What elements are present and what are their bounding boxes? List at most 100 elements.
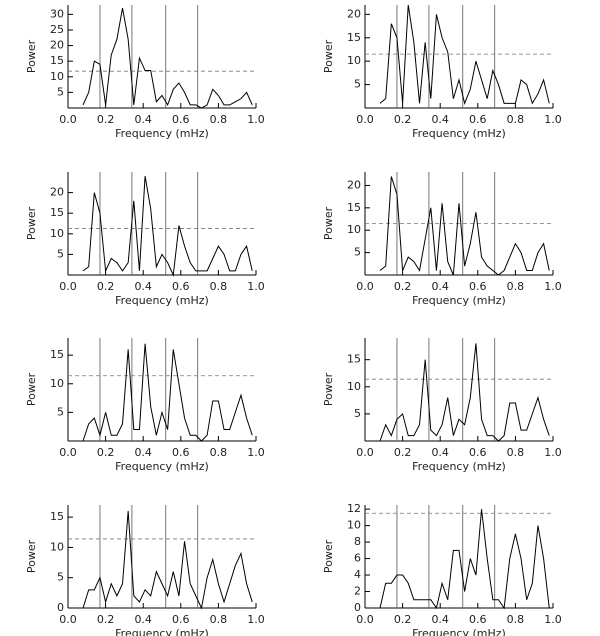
- y-tick-label: 8: [354, 535, 361, 548]
- x-axis-title: Frequency (mHz): [412, 127, 506, 140]
- y-tick-label: 30: [50, 7, 64, 20]
- y-axis-title: Power: [25, 206, 38, 240]
- x-axis-title: Frequency (mHz): [412, 627, 506, 636]
- y-tick-label: 10: [50, 377, 64, 390]
- y-tick-label: 15: [347, 201, 361, 214]
- x-tick-label: 0.4: [431, 446, 449, 459]
- x-tick-label: 0.8: [507, 446, 525, 459]
- y-tick-label: 20: [347, 7, 361, 20]
- x-tick-label: 0.8: [210, 280, 228, 293]
- x-axis-title: Frequency (mHz): [115, 460, 209, 473]
- y-tick-label: 5: [57, 85, 64, 98]
- x-tick-label: 0.8: [507, 113, 525, 126]
- x-tick-label: 0.0: [356, 113, 374, 126]
- y-axis-title: Power: [322, 39, 335, 73]
- x-tick-label: 0.4: [431, 113, 449, 126]
- x-axis-title: Frequency (mHz): [412, 294, 506, 307]
- y-tick-label: 2: [354, 585, 361, 598]
- power-line: [379, 4, 550, 105]
- x-tick-label: 0.8: [210, 446, 228, 459]
- y-axis-title: Power: [25, 39, 38, 73]
- x-tick-label: 1.0: [247, 613, 265, 626]
- x-tick-label: 0.2: [394, 446, 412, 459]
- y-tick-label: 20: [347, 178, 361, 191]
- y-tick-label: 5: [57, 405, 64, 418]
- y-tick-label: 10: [347, 380, 361, 393]
- x-tick-label: 0.2: [97, 113, 115, 126]
- x-tick-label: 0.6: [172, 113, 190, 126]
- x-tick-label: 0.4: [134, 446, 152, 459]
- x-tick-label: 0.6: [469, 113, 487, 126]
- y-tick-label: 10: [50, 540, 64, 553]
- y-tick-label: 5: [354, 407, 361, 420]
- x-tick-label: 0.0: [59, 613, 77, 626]
- y-axis-title: Power: [322, 539, 335, 573]
- y-tick-label: 15: [50, 348, 64, 361]
- x-tick-label: 0.8: [507, 613, 525, 626]
- y-tick-label: 20: [50, 39, 64, 52]
- x-tick-label: 0.2: [394, 613, 412, 626]
- y-tick-label: 25: [50, 23, 64, 36]
- y-tick-label: 10: [347, 223, 361, 236]
- power-line: [82, 511, 253, 610]
- x-tick-label: 0.2: [97, 280, 115, 293]
- y-tick-label: 20: [50, 186, 64, 199]
- x-tick-label: 0.4: [134, 280, 152, 293]
- x-tick-label: 0.4: [431, 613, 449, 626]
- x-tick-label: 0.6: [172, 446, 190, 459]
- x-tick-label: 1.0: [247, 113, 265, 126]
- x-tick-label: 0.6: [172, 613, 190, 626]
- y-tick-label: 10: [347, 54, 361, 67]
- y-tick-label: 15: [347, 353, 361, 366]
- x-tick-label: 1.0: [544, 613, 562, 626]
- x-tick-label: 0.6: [469, 280, 487, 293]
- y-tick-label: 10: [347, 519, 361, 532]
- x-axis-title: Frequency (mHz): [115, 127, 209, 140]
- y-tick-label: 15: [50, 510, 64, 523]
- x-tick-label: 1.0: [247, 446, 265, 459]
- x-tick-label: 1.0: [544, 113, 562, 126]
- x-tick-label: 0.6: [469, 613, 487, 626]
- x-tick-label: 0.8: [507, 280, 525, 293]
- x-tick-label: 0.0: [356, 613, 374, 626]
- x-tick-label: 0.8: [210, 613, 228, 626]
- x-axis-title: Frequency (mHz): [412, 460, 506, 473]
- x-tick-label: 0.4: [134, 113, 152, 126]
- x-axis-title: Frequency (mHz): [115, 294, 209, 307]
- y-tick-label: 0: [57, 601, 64, 614]
- x-tick-label: 1.0: [544, 280, 562, 293]
- x-tick-label: 0.4: [431, 280, 449, 293]
- y-tick-label: 10: [50, 70, 64, 83]
- x-tick-label: 0.0: [356, 446, 374, 459]
- power-line: [379, 176, 550, 276]
- x-tick-label: 1.0: [544, 446, 562, 459]
- y-tick-label: 6: [354, 552, 361, 565]
- x-tick-label: 0.6: [172, 280, 190, 293]
- y-tick-label: 5: [354, 78, 361, 91]
- x-tick-label: 0.0: [59, 280, 77, 293]
- x-tick-label: 0.0: [59, 113, 77, 126]
- y-tick-label: 15: [347, 31, 361, 44]
- x-axis-title: Frequency (mHz): [115, 627, 209, 636]
- y-axis-title: Power: [25, 539, 38, 573]
- x-tick-label: 0.0: [59, 446, 77, 459]
- y-tick-label: 15: [50, 206, 64, 219]
- y-tick-label: 4: [354, 568, 361, 581]
- y-axis-title: Power: [322, 372, 335, 406]
- y-tick-label: 5: [57, 571, 64, 584]
- x-tick-label: 0.4: [134, 613, 152, 626]
- y-tick-label: 0: [354, 601, 361, 614]
- y-axis-title: Power: [25, 372, 38, 406]
- x-tick-label: 0.2: [394, 280, 412, 293]
- power-line: [82, 343, 253, 442]
- x-tick-label: 0.2: [394, 113, 412, 126]
- power-line: [82, 176, 253, 277]
- x-tick-label: 0.2: [97, 613, 115, 626]
- x-tick-label: 0.8: [210, 113, 228, 126]
- x-tick-label: 0.2: [97, 446, 115, 459]
- x-tick-label: 0.0: [356, 280, 374, 293]
- x-tick-label: 1.0: [247, 280, 265, 293]
- y-tick-label: 5: [57, 247, 64, 260]
- y-tick-label: 12: [347, 502, 361, 515]
